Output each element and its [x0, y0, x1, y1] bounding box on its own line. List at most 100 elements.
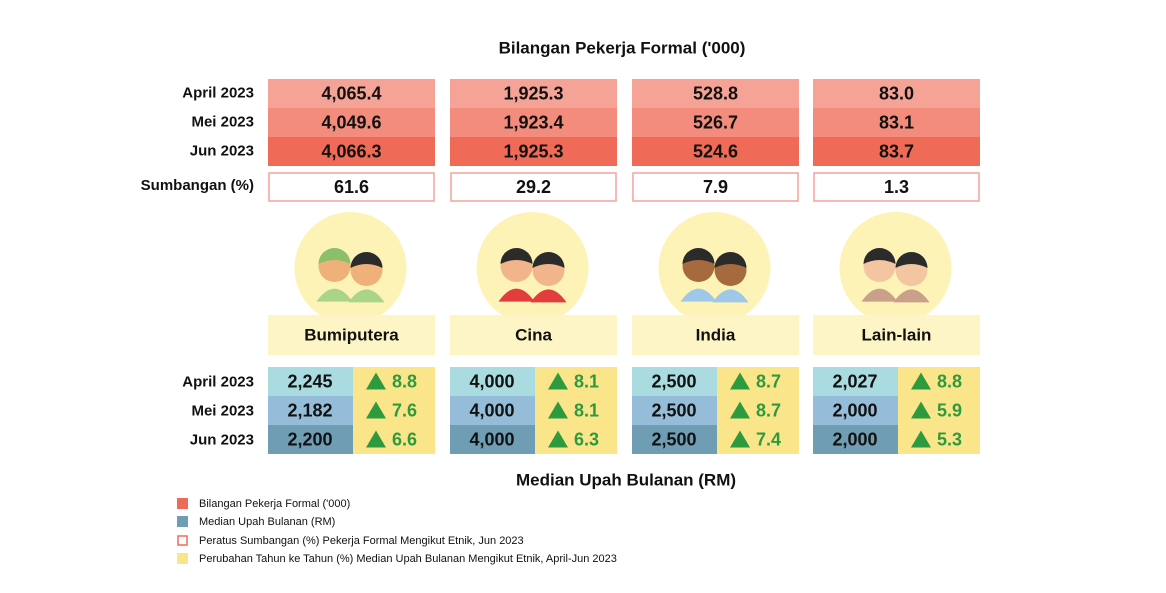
- yoy-cell: [717, 396, 799, 425]
- worker-cell: [813, 79, 980, 108]
- up-arrow: [730, 430, 750, 448]
- share-box: [632, 172, 799, 202]
- up-arrow: [548, 430, 568, 448]
- worker-value: 83.0: [879, 83, 914, 103]
- worker-cell: [813, 108, 980, 137]
- share-box: [268, 172, 435, 202]
- wage-value: 2,182: [287, 400, 332, 420]
- group-name-box: [268, 315, 435, 355]
- legend-label: Median Upah Bulanan (RM): [199, 516, 335, 528]
- yoy-value: 7.4: [756, 429, 781, 449]
- group-name: Bumiputera: [304, 325, 399, 344]
- wage-value: 2,500: [651, 400, 696, 420]
- wage-value: 4,000: [469, 371, 514, 391]
- wage-cell: [813, 425, 898, 454]
- wage-value: 2,000: [832, 400, 877, 420]
- person-body: [893, 289, 930, 303]
- person-body: [316, 288, 353, 302]
- yoy-value: 8.7: [756, 400, 781, 420]
- legend-swatch: [177, 516, 188, 527]
- person-body: [712, 289, 749, 303]
- group-name-box: [632, 315, 799, 355]
- up-arrow: [366, 430, 386, 448]
- worker-cell: [813, 137, 980, 166]
- share-box: [813, 172, 980, 202]
- yoy-value: 5.3: [937, 429, 962, 449]
- yoy-cell: [353, 425, 435, 454]
- wage-cell: [632, 425, 717, 454]
- legend-label: Peratus Sumbangan (%) Pekerja Formal Men…: [199, 535, 524, 547]
- legend-swatch: [177, 535, 188, 546]
- row-label: Jun 2023: [190, 431, 254, 448]
- person-body: [680, 288, 717, 302]
- row-label: Mei 2023: [191, 113, 254, 130]
- wage-cell: [268, 367, 353, 396]
- wage-value: 2,500: [651, 429, 696, 449]
- person-hair: [532, 252, 565, 268]
- worker-value: 4,065.4: [321, 83, 381, 103]
- person-body: [498, 288, 535, 302]
- worker-cell: [268, 137, 435, 166]
- share-value: 7.9: [703, 177, 728, 197]
- worker-cell: [632, 79, 799, 108]
- yoy-value: 8.7: [756, 371, 781, 391]
- row-label: April 2023: [182, 373, 254, 390]
- yoy-cell: [535, 367, 617, 396]
- wage-cell: [632, 396, 717, 425]
- group-name: India: [696, 325, 736, 344]
- worker-cell: [450, 108, 617, 137]
- legend-swatch: [177, 553, 188, 564]
- bottom-title: Median Upah Bulanan (RM): [516, 470, 736, 489]
- person-hair: [500, 248, 533, 264]
- wage-cell: [450, 396, 535, 425]
- worker-value: 526.7: [693, 112, 738, 132]
- wage-value: 2,027: [832, 371, 877, 391]
- up-arrow: [548, 372, 568, 390]
- wage-cell: [813, 367, 898, 396]
- legend-swatch: [177, 498, 188, 509]
- worker-value: 1,923.4: [503, 112, 563, 132]
- person-body: [348, 289, 385, 303]
- row-label: Jun 2023: [190, 142, 254, 159]
- up-arrow: [730, 401, 750, 419]
- wage-cell: [450, 425, 535, 454]
- wage-cell: [813, 396, 898, 425]
- worker-cell: [268, 79, 435, 108]
- up-arrow: [911, 430, 931, 448]
- worker-cell: [268, 108, 435, 137]
- group-name: Lain-lain: [862, 325, 932, 344]
- yoy-cell: [717, 367, 799, 396]
- up-arrow: [366, 372, 386, 390]
- group-name-box: [450, 315, 617, 355]
- wage-value: 2,500: [651, 371, 696, 391]
- legend-label: Perubahan Tahun ke Tahun (%) Median Upah…: [199, 553, 617, 565]
- yoy-cell: [898, 396, 980, 425]
- yoy-cell: [353, 367, 435, 396]
- group-name: Cina: [515, 325, 552, 344]
- yoy-value: 8.8: [392, 371, 417, 391]
- person-body: [530, 289, 567, 303]
- worker-value: 4,049.6: [321, 112, 381, 132]
- wage-cell: [268, 425, 353, 454]
- worker-value: 4,066.3: [321, 141, 381, 161]
- wage-value: 4,000: [469, 429, 514, 449]
- person-hair: [350, 252, 383, 268]
- wage-cell: [450, 367, 535, 396]
- wage-value: 2,000: [832, 429, 877, 449]
- person-hair: [863, 248, 896, 264]
- worker-value: 83.1: [879, 112, 914, 132]
- group-name-box: [813, 315, 980, 355]
- yoy-cell: [535, 396, 617, 425]
- up-arrow: [548, 401, 568, 419]
- worker-value: 1,925.3: [503, 141, 563, 161]
- person-hair: [318, 248, 351, 264]
- worker-cell: [450, 137, 617, 166]
- yoy-cell: [898, 367, 980, 396]
- worker-cell: [632, 137, 799, 166]
- up-arrow: [366, 401, 386, 419]
- yoy-value: 8.1: [574, 371, 599, 391]
- yoy-cell: [353, 396, 435, 425]
- yoy-cell: [898, 425, 980, 454]
- person-hair: [714, 252, 747, 268]
